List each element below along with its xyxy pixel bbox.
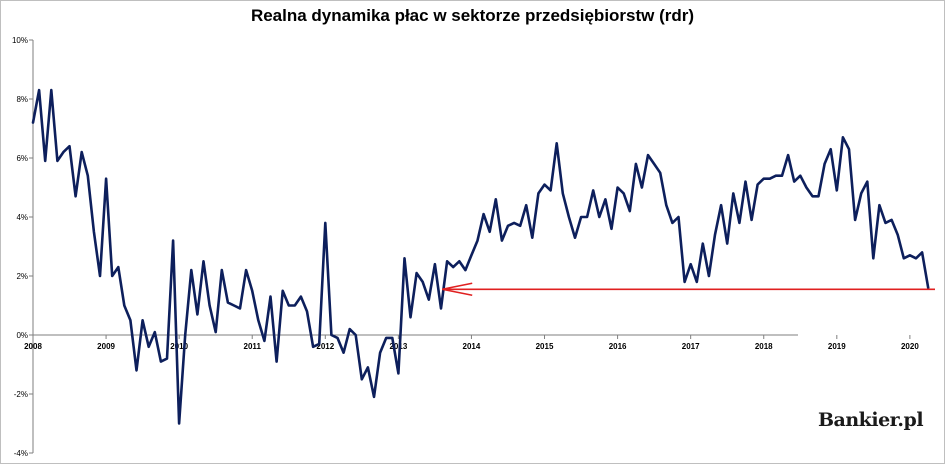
y-tick-label: -4%	[14, 449, 28, 458]
bankier-logo: Bankier.pl	[818, 409, 924, 431]
x-tick-label: 2020	[901, 342, 919, 351]
x-tick-label: 2016	[609, 342, 627, 351]
y-tick-label: 8%	[16, 95, 28, 104]
x-tick-label: 2019	[828, 342, 846, 351]
y-tick-label: -2%	[14, 390, 28, 399]
chart-title: Realna dynamika płac w sektorze przedsię…	[250, 6, 695, 25]
x-tick-label: 2014	[463, 342, 481, 351]
tick-labels: -4% -2% 0% 2% 4% 6% 8% 10% 2008 2009 2010 2011 2012 2…	[12, 36, 919, 458]
series-group	[31, 88, 930, 425]
y-tick-label: 4%	[16, 213, 28, 222]
x-tick-label: 2017	[682, 342, 700, 351]
series-line	[31, 88, 930, 425]
y-tick-label: 0%	[16, 331, 28, 340]
x-tick-label: 2015	[536, 342, 554, 351]
axes	[29, 39, 911, 454]
x-tick-label: 2012	[316, 342, 334, 351]
x-tick-label: 2009	[97, 342, 115, 351]
x-tick-label: 2018	[755, 342, 773, 351]
annotation-group	[442, 282, 935, 297]
annotation-arrow-head	[442, 282, 473, 297]
x-tick-label: 2010	[170, 342, 188, 351]
x-tick-label: 2011	[244, 342, 262, 351]
y-tick-label: 2%	[16, 272, 28, 281]
y-tick-label: 6%	[16, 154, 28, 163]
y-tick-label: 10%	[12, 36, 28, 45]
x-tick-label: 2008	[24, 342, 42, 351]
